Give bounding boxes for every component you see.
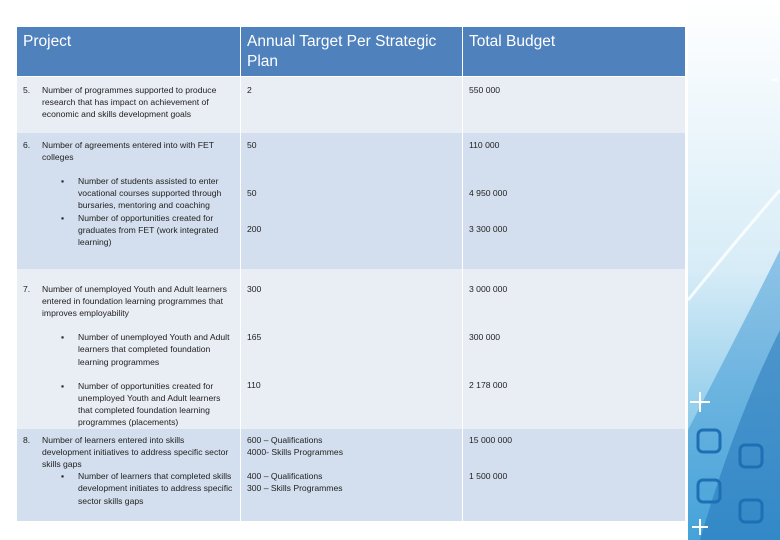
list-item: ▪ Number of opportunities created for gr…: [23, 212, 234, 249]
list-item: ▪ Number of opportunities created for un…: [23, 380, 234, 429]
table-row: 7. Number of unemployed Youth and Adult …: [16, 268, 686, 429]
sub-project-text: Number of learners that completed skills…: [78, 471, 233, 506]
list-item: ▪ Number of students assisted to enter v…: [23, 175, 234, 212]
project-text: Number of agreements entered into with F…: [42, 139, 214, 162]
list-item: ▪ Number of learners that completed skil…: [23, 470, 234, 507]
bullet-icon: ▪: [61, 175, 65, 186]
row-number: 8.: [23, 434, 31, 445]
target-value: 4000- Skills Programmes: [247, 446, 343, 457]
sub-project-text: Number of unemployed Youth and Adult lea…: [78, 332, 230, 367]
sub-project-text: Number of opportunities created for unem…: [78, 380, 221, 428]
project-budget-table: Project Annual Target Per Strategic Plan…: [16, 26, 686, 521]
sub-budget-value: 4 950 000: [469, 187, 508, 198]
list-item: ▪ Number of unemployed Youth and Adult l…: [23, 331, 234, 368]
bullet-icon: ▪: [61, 380, 65, 391]
project-text: Number of learners entered into skills d…: [42, 434, 229, 469]
bullet-icon: ▪: [61, 212, 65, 223]
project-text: Number of programmes supported to produc…: [42, 85, 217, 120]
sub-target-value: 110: [247, 379, 261, 390]
sub-project-text: Number of students assisted to enter voc…: [78, 175, 222, 211]
sub-budget-value: 3 300 000: [469, 223, 508, 234]
sub-target-value: 165: [247, 331, 262, 342]
budget-value: 550 000: [462, 76, 686, 133]
sub-target-value: 50: [247, 187, 257, 198]
target-value: 600 – Qualifications: [247, 434, 323, 445]
table-row: 6. Number of agreements entered into wit…: [16, 132, 686, 269]
header-total-budget: Total Budget: [462, 26, 686, 77]
header-annual-target: Annual Target Per Strategic Plan: [240, 26, 463, 77]
target-value: 50: [247, 139, 257, 150]
budget-value: 3 000 000: [469, 283, 508, 294]
sub-budget-value: 2 178 000: [469, 379, 508, 390]
header-project: Project: [16, 26, 241, 77]
sub-target-value: 400 – Qualifications: [247, 470, 323, 481]
sub-target-value: 200: [247, 223, 262, 234]
bullet-icon: ▪: [61, 332, 65, 343]
sub-budget-value: 1 500 000: [469, 470, 508, 481]
target-value: 2: [240, 76, 463, 133]
budget-value: 110 000: [469, 139, 500, 150]
row-number: 6.: [23, 139, 31, 150]
row-number: 5.: [23, 85, 31, 95]
table-header-row: Project Annual Target Per Strategic Plan…: [16, 26, 686, 77]
bullet-icon: ▪: [61, 471, 65, 482]
target-value: 300: [247, 283, 262, 294]
budget-value: 15 000 000: [469, 434, 513, 445]
table-row: 5. Number of programmes supported to pro…: [16, 76, 686, 133]
sub-target-value: 300 – Skills Programmes: [247, 483, 343, 494]
sub-project-text: Number of opportunities created for grad…: [78, 212, 219, 247]
row-number: 7.: [23, 283, 31, 294]
table-row: 8. Number of learners entered into skill…: [16, 428, 686, 521]
sub-budget-value: 300 000: [469, 331, 501, 342]
project-text: Number of unemployed Youth and Adult lea…: [42, 283, 227, 318]
